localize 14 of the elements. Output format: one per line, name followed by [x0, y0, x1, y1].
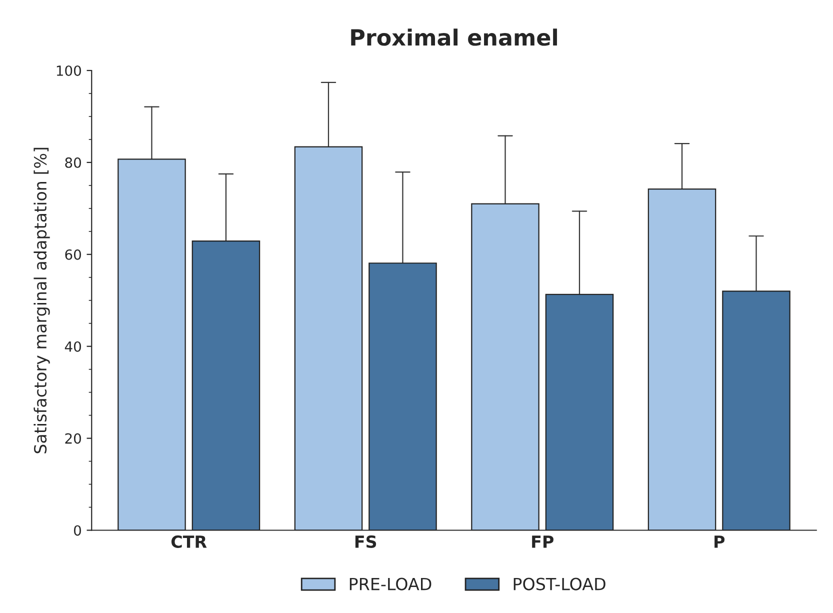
x-tick-label: CTR	[171, 535, 207, 548]
x-tick-label: FP	[532, 536, 554, 548]
y-tick-label: 0	[74, 525, 81, 536]
y-tick-label: 40	[64, 341, 81, 352]
y-tick-label: 100	[56, 65, 81, 76]
legend-label: PRE-LOAD	[350, 578, 432, 590]
y-axis-title: Satisfactory marginal adaptation [%]	[34, 148, 50, 454]
y-tick-label: 80	[65, 157, 81, 168]
x-tick-label: FS	[355, 535, 376, 548]
chart-title: Proximal enamel	[351, 28, 557, 46]
x-tick-label: P	[714, 536, 725, 548]
legend-label: POST-LOAD	[514, 578, 606, 590]
y-tick-label: 20	[65, 433, 81, 444]
y-tick-label: 60	[65, 249, 81, 260]
